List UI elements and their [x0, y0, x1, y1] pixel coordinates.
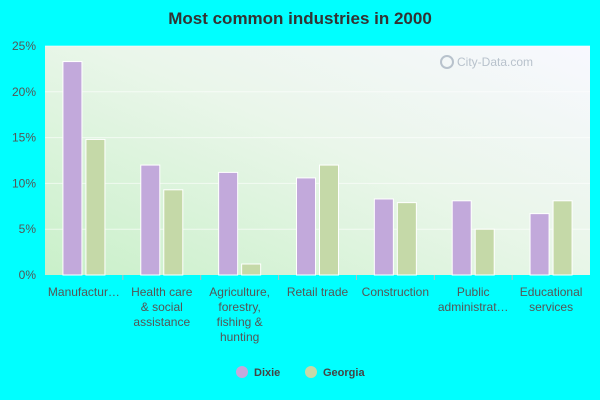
plot-area: [45, 46, 590, 275]
x-tick-label: Public administrat…: [438, 285, 509, 314]
bar-dixie[interactable]: [529, 213, 550, 276]
x-tick-label-line: Manufactur…: [48, 285, 120, 299]
x-tick-label-line: hunting: [220, 330, 259, 344]
legend-label-georgia: Georgia: [323, 367, 365, 379]
y-tick-label: 15%: [12, 131, 36, 145]
y-tick-label: 20%: [12, 85, 36, 99]
x-tick-label-line: Construction: [362, 285, 429, 299]
x-tick-label: Construction: [362, 285, 429, 299]
x-tick-label-line: Educational: [520, 285, 583, 299]
bar-georgia[interactable]: [163, 189, 184, 276]
bar-dixie[interactable]: [373, 198, 394, 276]
bar-dixie[interactable]: [296, 177, 316, 276]
legend-label-dixie: Dixie: [254, 367, 280, 379]
x-tick-label-line: Health care: [131, 285, 193, 299]
bar-dixie[interactable]: [140, 164, 161, 276]
legend-swatch-georgia: [305, 366, 317, 378]
x-tick-label: Educational services: [520, 285, 583, 314]
x-tick-label-line: assistance: [133, 315, 190, 329]
y-tick-label: 5%: [19, 222, 37, 236]
bar-georgia[interactable]: [85, 138, 106, 276]
x-tick-label: Health care & social assistance: [131, 285, 193, 329]
x-tick-label: Retail trade: [287, 285, 349, 299]
x-tick-label-line: forestry,: [218, 300, 260, 314]
bar-georgia[interactable]: [241, 263, 262, 276]
x-tick-label: Agriculture, forestry, fishing & hunting: [209, 285, 270, 344]
bar-georgia[interactable]: [552, 200, 573, 276]
magnifier-icon: [440, 55, 454, 69]
bar-dixie[interactable]: [218, 171, 239, 276]
x-tick-label-line: services: [529, 300, 573, 314]
watermark: City-Data.com: [440, 55, 533, 69]
bar-dixie[interactable]: [451, 200, 472, 276]
x-tick-label-line: fishing &: [217, 315, 263, 329]
x-tick-label-line: administrat…: [438, 300, 509, 314]
bar-georgia[interactable]: [474, 228, 495, 276]
y-tick-label: 0%: [19, 268, 37, 282]
bar-georgia[interactable]: [319, 164, 339, 276]
chart-title: Most common industries in 2000: [168, 9, 432, 28]
x-tick-label-line: Agriculture,: [209, 285, 270, 299]
x-tick-label-line: Retail trade: [287, 285, 349, 299]
x-tick-label-line: Public: [457, 285, 490, 299]
bar-georgia[interactable]: [396, 202, 417, 276]
bar-dixie[interactable]: [62, 61, 83, 276]
x-tick-label: Manufactur…: [48, 285, 120, 299]
y-tick-label: 10%: [12, 176, 36, 190]
legend-swatch-dixie: [236, 366, 248, 378]
y-tick-label: 25%: [12, 39, 36, 53]
x-tick-label-line: & social: [141, 300, 183, 314]
watermark-text: City-Data.com: [457, 55, 533, 69]
